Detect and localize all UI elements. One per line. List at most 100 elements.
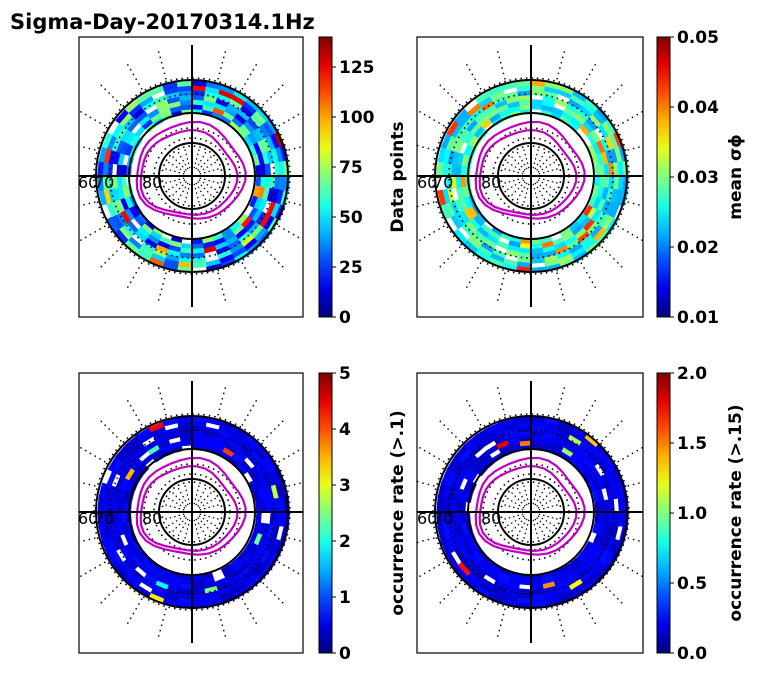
- meridian-inner-dotted: [199, 503, 222, 511]
- meridian-inner-dotted: [193, 519, 201, 542]
- colorbar-tick-label: 2.0: [677, 364, 707, 384]
- meridian-inner-dotted: [536, 154, 553, 171]
- meridian-dotted: [126, 399, 143, 426]
- colorbar-tick-label: 1: [339, 588, 351, 608]
- colorbar-tick-label: 50: [339, 208, 363, 228]
- meridian-inner-dotted: [538, 503, 561, 511]
- meridian-dotted: [79, 225, 106, 242]
- colorbar-tick-label: 2: [339, 532, 351, 552]
- meridian-dotted: [418, 446, 445, 463]
- meridian-dotted: [157, 608, 167, 638]
- lat-label: 70: [94, 173, 114, 192]
- lat-label: 70: [433, 509, 453, 528]
- meridian-inner-dotted: [199, 513, 222, 521]
- meridian-inner-dotted: [538, 513, 561, 521]
- colorbar-tick-label: 100: [339, 108, 375, 128]
- meridian-inner-dotted: [198, 179, 219, 192]
- meridian-dotted: [556, 608, 566, 638]
- oval-boundary-outer: [135, 456, 247, 556]
- meridian-inner-dotted: [522, 519, 530, 542]
- meridian-inner-dotted: [515, 182, 528, 203]
- colorbar: 0.01 0.02 0.03 0.04 0.05 mean σϕ: [656, 28, 746, 328]
- meridian-inner-dotted: [199, 167, 222, 175]
- meridian-inner-dotted: [198, 515, 219, 528]
- meridian-inner-dotted: [509, 181, 526, 198]
- colorbar-gradient: [656, 372, 671, 654]
- meridian-inner-dotted: [509, 154, 526, 171]
- meridian-dotted: [601, 83, 624, 106]
- meridian-inner-dotted: [532, 146, 540, 169]
- meridian-dotted: [99, 582, 122, 605]
- colorbar-label: occurrence rate (>.15): [726, 404, 746, 621]
- meridian-dotted: [496, 272, 506, 302]
- lat-label: 70: [94, 509, 114, 528]
- meridian-dotted: [79, 480, 96, 487]
- meridian-dotted: [79, 561, 106, 578]
- heatmap-cells: [436, 416, 630, 610]
- meridian-inner-dotted: [532, 519, 540, 542]
- meridian-inner-dotted: [534, 182, 547, 203]
- oval-boundary-outer: [135, 120, 247, 220]
- colorbar-tick-label: 3: [339, 476, 351, 496]
- meridian-inner-dotted: [537, 515, 558, 528]
- heatmap-cell: [255, 511, 262, 524]
- heatmap-cell: [98, 482, 108, 499]
- colorbar-tick-label: 0.03: [677, 168, 719, 188]
- meridian-dotted: [438, 582, 461, 605]
- meridian-dotted: [241, 399, 258, 426]
- meridian-dotted: [465, 399, 482, 426]
- meridian-inner-dotted: [537, 496, 558, 509]
- oval-boundary-inner: [139, 129, 239, 217]
- meridian-inner-dotted: [162, 513, 185, 521]
- meridian-dotted: [617, 225, 643, 242]
- meridian-dotted: [79, 446, 106, 463]
- meridian-inner-dotted: [536, 517, 553, 534]
- meridian-inner-dotted: [197, 154, 214, 171]
- colorbar: 0 25 50 75 100 125 Data points: [318, 36, 408, 328]
- meridian-inner-dotted: [515, 485, 528, 506]
- meridian-inner-dotted: [532, 183, 540, 206]
- meridian-dotted: [418, 225, 445, 242]
- meridian-inner-dotted: [504, 496, 525, 509]
- colorbar-tick-label: 0.0: [677, 644, 707, 664]
- heatmap-cell: [495, 240, 509, 250]
- meridian-dotted: [418, 561, 445, 578]
- meridian-dotted: [278, 561, 303, 577]
- meridian-inner-dotted: [195, 518, 208, 539]
- lat-label: 80: [481, 173, 501, 192]
- meridian-dotted: [417, 144, 435, 151]
- axes-frame: [78, 372, 304, 654]
- meridian-dotted: [601, 582, 624, 605]
- meridian-dotted: [496, 608, 506, 638]
- meridian-dotted: [438, 419, 461, 442]
- meridian-dotted: [438, 246, 461, 269]
- meridian-inner-dotted: [183, 519, 191, 542]
- heatmap-cell: [454, 108, 469, 124]
- axes-frame: [78, 36, 304, 318]
- meridian-dotted: [278, 111, 303, 127]
- meridian-inner-dotted: [183, 146, 191, 169]
- axes-frame: [416, 36, 644, 318]
- meridian-inner-dotted: [198, 160, 219, 173]
- heatmap-cell: [519, 579, 532, 586]
- colorbar-tick-label: 0.04: [677, 98, 719, 118]
- meridian-dotted: [627, 145, 643, 151]
- colorbar: 0 1 2 3 4 5 occurrence rate (>.1): [318, 364, 408, 664]
- meridian-dotted: [157, 386, 167, 416]
- lat-label: 70: [433, 173, 453, 192]
- oval-boundary-inner: [139, 465, 239, 553]
- meridian-dotted: [465, 598, 482, 625]
- meridian-inner-dotted: [170, 490, 187, 507]
- meridian-dotted: [79, 201, 96, 208]
- meridian-dotted: [627, 537, 643, 543]
- meridian-inner-dotted: [504, 515, 525, 528]
- meridian-inner-dotted: [501, 513, 524, 521]
- meridian-inner-dotted: [165, 179, 186, 192]
- meridian-dotted: [262, 83, 285, 106]
